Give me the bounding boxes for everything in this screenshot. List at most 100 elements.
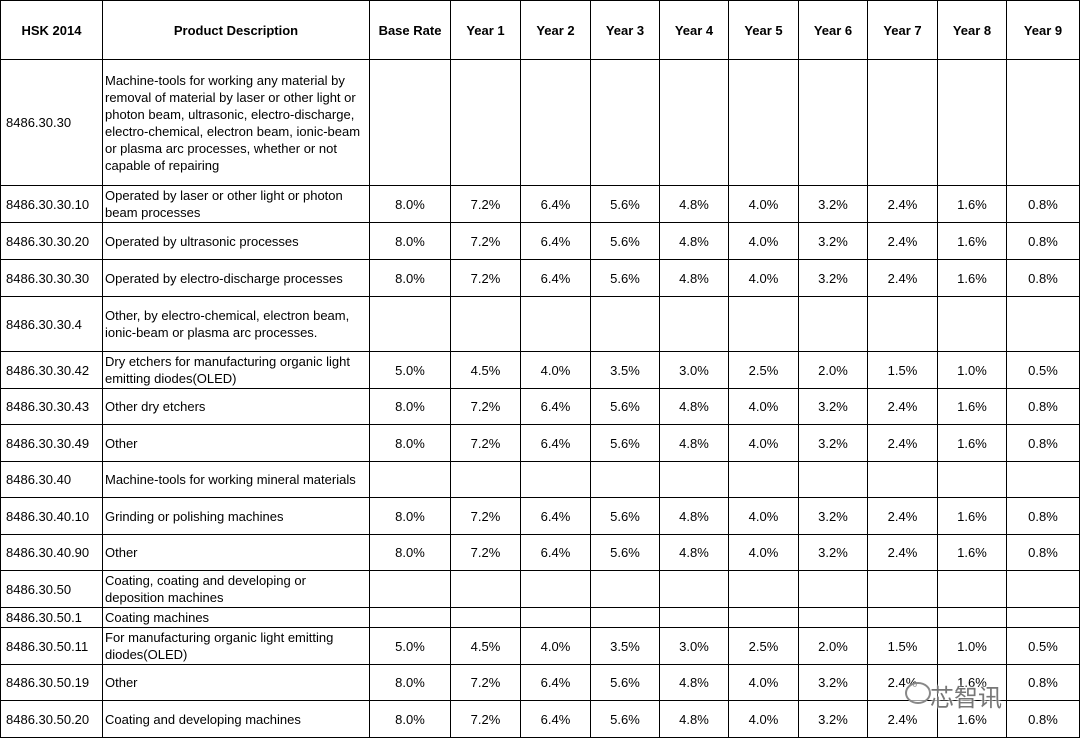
description: Other dry etchers — [102, 388, 370, 425]
description: Coating machines — [102, 607, 370, 628]
rate-cell: 5.6% — [590, 424, 660, 462]
rate-cell: 0.8% — [1006, 259, 1080, 297]
rate-cell: 7.2% — [450, 259, 521, 297]
rate-cell: 6.4% — [520, 534, 591, 571]
rate-cell: 1.6% — [937, 222, 1007, 260]
rate-cell: 7.2% — [450, 664, 521, 701]
rate-cell — [520, 59, 591, 186]
description: Operated by laser or other light or phot… — [102, 185, 370, 223]
rate-cell — [728, 570, 799, 608]
rate-cell: 8.0% — [369, 185, 451, 223]
rate-cell: 2.5% — [728, 627, 799, 665]
rate-cell — [937, 607, 1007, 628]
description: Coating and developing machines — [102, 700, 370, 738]
rate-cell: 3.0% — [659, 627, 729, 665]
rate-cell — [937, 570, 1007, 608]
hsk-code: 8486.30.30.4 — [0, 296, 103, 352]
description: Machine-tools for working mineral materi… — [102, 461, 370, 498]
column-header: Year 1 — [450, 0, 521, 60]
table-row: 8486.30.30.42 Dry etchers for manufacturi… — [0, 351, 1080, 389]
rate-cell: 3.2% — [798, 388, 868, 425]
rate-cell: 2.4% — [867, 534, 938, 571]
table-row: 8486.30.50 Coating, coating and developin… — [0, 570, 1080, 608]
rate-cell: 2.4% — [867, 424, 938, 462]
rate-cell: 2.4% — [867, 259, 938, 297]
rate-cell: 4.0% — [520, 627, 591, 665]
rate-cell — [590, 296, 660, 352]
table-row: 8486.30.30.10 Operated by laser or other … — [0, 185, 1080, 223]
rate-cell: 4.0% — [728, 664, 799, 701]
rate-cell — [590, 607, 660, 628]
rate-cell: 4.8% — [659, 388, 729, 425]
rate-cell: 7.2% — [450, 388, 521, 425]
rate-cell: 3.2% — [798, 664, 868, 701]
description: Coating, coating and developing or depos… — [102, 570, 370, 608]
rate-cell: 2.4% — [867, 222, 938, 260]
rate-cell: 7.2% — [450, 185, 521, 223]
rate-cell: 1.0% — [937, 351, 1007, 389]
rate-cell: 6.4% — [520, 185, 591, 223]
rate-cell: 7.2% — [450, 222, 521, 260]
rate-cell — [937, 461, 1007, 498]
rate-cell — [590, 461, 660, 498]
rate-cell: 2.4% — [867, 497, 938, 535]
rate-cell: 5.0% — [369, 627, 451, 665]
table-row: 8486.30.40.10 Grinding or polishing machi… — [0, 497, 1080, 535]
rate-cell: 4.0% — [728, 388, 799, 425]
rate-cell — [450, 59, 521, 186]
rate-cell — [659, 296, 729, 352]
rate-cell: 0.8% — [1006, 534, 1080, 571]
description: Operated by ultrasonic processes — [102, 222, 370, 260]
rate-cell: 7.2% — [450, 700, 521, 738]
rate-cell: 7.2% — [450, 534, 521, 571]
column-header: Base Rate — [369, 0, 451, 60]
hsk-code: 8486.30.50.20 — [0, 700, 103, 738]
rate-cell — [450, 570, 521, 608]
table-row: 8486.30.30.49 Other 8.0% 7.2% 6.4% 5.6% 4.8% 4.… — [0, 424, 1080, 462]
hsk-code: 8486.30.30.42 — [0, 351, 103, 389]
rate-cell: 4.5% — [450, 351, 521, 389]
table-body: 8486.30.30 Machine-tools for working any … — [0, 59, 1080, 738]
rate-cell: 4.0% — [520, 351, 591, 389]
rate-cell: 8.0% — [369, 664, 451, 701]
description: Grinding or polishing machines — [102, 497, 370, 535]
rate-cell: 5.6% — [590, 388, 660, 425]
hsk-code: 8486.30.50 — [0, 570, 103, 608]
rate-cell: 3.0% — [659, 351, 729, 389]
rate-cell: 3.5% — [590, 627, 660, 665]
rate-cell: 3.2% — [798, 700, 868, 738]
table-row: 8486.30.30.20 Operated by ultrasonic proc… — [0, 222, 1080, 260]
hsk-code: 8486.30.30.20 — [0, 222, 103, 260]
rate-cell — [369, 59, 451, 186]
rate-cell — [798, 607, 868, 628]
rate-cell: 5.6% — [590, 259, 660, 297]
rate-cell — [798, 296, 868, 352]
rate-cell — [867, 607, 938, 628]
rate-cell — [728, 59, 799, 186]
rate-cell: 3.2% — [798, 424, 868, 462]
rate-cell — [520, 570, 591, 608]
rate-cell — [798, 570, 868, 608]
hsk-code: 8486.30.30.49 — [0, 424, 103, 462]
rate-cell: 4.8% — [659, 424, 729, 462]
rate-cell: 0.8% — [1006, 185, 1080, 223]
watermark: 芯智讯 — [930, 684, 1002, 712]
rate-cell: 8.0% — [369, 424, 451, 462]
rate-cell: 4.8% — [659, 664, 729, 701]
rate-cell — [728, 607, 799, 628]
rate-cell — [1006, 570, 1080, 608]
rate-cell: 5.6% — [590, 534, 660, 571]
rate-cell: 3.2% — [798, 497, 868, 535]
rate-cell: 6.4% — [520, 700, 591, 738]
rate-cell: 4.8% — [659, 497, 729, 535]
header-row: HSK 2014 Product Description Base Rate Year… — [0, 0, 1080, 60]
rate-cell — [659, 461, 729, 498]
rate-cell: 8.0% — [369, 497, 451, 535]
rate-cell: 1.6% — [937, 185, 1007, 223]
rate-cell: 4.8% — [659, 185, 729, 223]
rate-cell — [520, 461, 591, 498]
rate-cell: 0.8% — [1006, 388, 1080, 425]
rate-cell: 4.8% — [659, 222, 729, 260]
description: Machine-tools for working any material b… — [102, 59, 370, 186]
column-header: Product Description — [102, 0, 370, 60]
